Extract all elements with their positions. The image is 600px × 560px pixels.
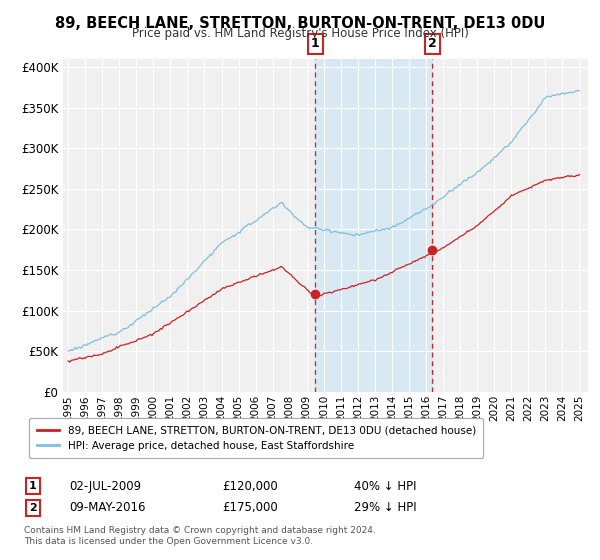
Text: 40% ↓ HPI: 40% ↓ HPI — [354, 479, 416, 493]
Text: 2: 2 — [428, 38, 436, 50]
Text: 09-MAY-2016: 09-MAY-2016 — [69, 501, 146, 515]
Text: 89, BEECH LANE, STRETTON, BURTON-ON-TRENT, DE13 0DU: 89, BEECH LANE, STRETTON, BURTON-ON-TREN… — [55, 16, 545, 31]
Text: Price paid vs. HM Land Registry's House Price Index (HPI): Price paid vs. HM Land Registry's House … — [131, 27, 469, 40]
Text: 1: 1 — [29, 481, 37, 491]
Text: This data is licensed under the Open Government Licence v3.0.: This data is licensed under the Open Gov… — [24, 538, 313, 547]
Text: 1: 1 — [311, 38, 320, 50]
Text: 02-JUL-2009: 02-JUL-2009 — [69, 479, 141, 493]
Text: 2: 2 — [29, 503, 37, 513]
Bar — [315, 59, 432, 392]
Text: £175,000: £175,000 — [222, 501, 278, 515]
Legend: 89, BEECH LANE, STRETTON, BURTON-ON-TRENT, DE13 0DU (detached house), HPI: Avera: 89, BEECH LANE, STRETTON, BURTON-ON-TREN… — [29, 418, 483, 458]
Text: £120,000: £120,000 — [222, 479, 278, 493]
Text: 29% ↓ HPI: 29% ↓ HPI — [354, 501, 416, 515]
Text: Contains HM Land Registry data © Crown copyright and database right 2024.: Contains HM Land Registry data © Crown c… — [24, 526, 376, 535]
